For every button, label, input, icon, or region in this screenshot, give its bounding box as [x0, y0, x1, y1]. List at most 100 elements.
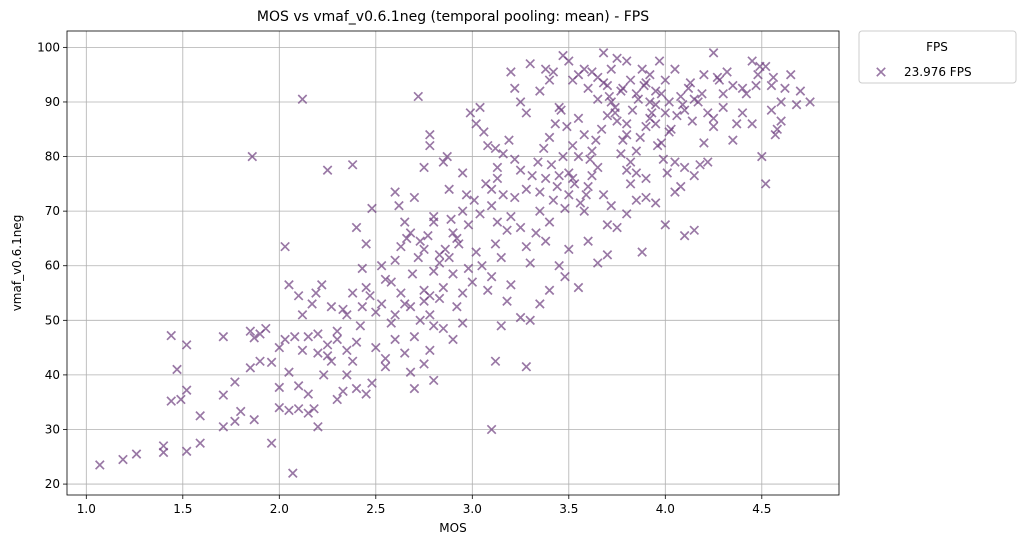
data-point [606, 97, 617, 107]
y-axis-label: vmaf_v0.6.1neg [10, 215, 24, 312]
data-point [631, 88, 642, 99]
data-point [631, 146, 642, 156]
data-points [95, 48, 815, 478]
data-point [396, 241, 406, 252]
data-point [394, 200, 404, 211]
data-point [756, 151, 767, 162]
data-point [322, 340, 333, 350]
data-point [627, 105, 638, 115]
y-axis-ticks: 20 30 40 50 60 70 80 90 100 [37, 40, 67, 491]
data-point [602, 219, 613, 230]
data-point [477, 260, 487, 271]
data-point [492, 162, 503, 173]
data-point [579, 64, 590, 75]
data-point [697, 88, 707, 99]
data-point [567, 140, 578, 151]
data-point [621, 165, 632, 176]
data-point [361, 239, 371, 249]
data-point [342, 345, 352, 356]
data-point [641, 121, 651, 132]
data-point [567, 173, 578, 184]
y-tick-label: 70 [45, 204, 60, 218]
data-point [702, 108, 713, 118]
data-point [463, 263, 474, 274]
data-point [560, 203, 570, 214]
data-point [498, 149, 508, 159]
data-point [311, 288, 321, 298]
data-point [540, 173, 551, 184]
data-point [610, 102, 620, 113]
data-point [274, 342, 285, 353]
data-point [533, 157, 543, 167]
data-point [303, 389, 314, 399]
data-point [592, 258, 603, 268]
data-point [490, 143, 501, 154]
data-point [440, 244, 451, 255]
data-point [482, 140, 493, 151]
data-point [772, 124, 783, 135]
data-point [641, 192, 651, 203]
data-point [535, 206, 545, 216]
data-point [438, 157, 449, 167]
data-point [307, 299, 317, 309]
data-point [452, 301, 462, 312]
data-point [274, 382, 285, 393]
data-point [390, 187, 400, 197]
data-point [351, 337, 362, 347]
x-axis-ticks: 1.0 1.5 2.0 2.5 3.0 3.5 4.0 4.5 [77, 495, 771, 516]
data-point [625, 179, 636, 189]
data-point [332, 334, 343, 345]
data-point [390, 334, 400, 345]
data-point [525, 258, 536, 268]
legend: FPS 23.976 FPS [858, 30, 1017, 84]
data-point [515, 312, 526, 323]
data-point [560, 271, 570, 282]
data-point [342, 310, 352, 320]
data-point [309, 403, 319, 414]
data-point [479, 127, 489, 137]
data-point [419, 162, 429, 173]
data-point [428, 320, 439, 331]
data-point [751, 80, 761, 91]
data-point [181, 446, 192, 457]
data-point [650, 86, 661, 96]
data-point [457, 168, 468, 178]
data-point [621, 209, 632, 219]
data-point [785, 69, 796, 80]
data-point [604, 91, 615, 102]
data-point [425, 129, 435, 140]
data-point [616, 86, 626, 96]
data-point [525, 58, 536, 69]
data-point [670, 187, 680, 197]
x-tick-label: 3.0 [463, 502, 482, 516]
data-point [645, 97, 655, 107]
data-point [380, 274, 391, 285]
chart-title: MOS vs vmaf_v0.6.1neg (temporal pooling:… [257, 9, 649, 25]
data-point [247, 151, 258, 162]
data-point [650, 99, 661, 110]
data-point [318, 370, 329, 380]
data-point [506, 280, 516, 290]
data-point [230, 416, 240, 427]
data-point [766, 105, 777, 115]
data-point [367, 378, 377, 388]
y-tick-label: 40 [45, 368, 60, 382]
data-point [521, 241, 532, 252]
data-point [361, 282, 371, 293]
data-point [685, 78, 696, 88]
data-point [662, 168, 673, 178]
data-point [540, 64, 551, 75]
data-point [679, 230, 690, 241]
data-point [575, 198, 586, 208]
data-point [399, 348, 410, 358]
data-point [658, 154, 669, 165]
data-point [380, 361, 391, 372]
data-point [573, 282, 584, 293]
data-point [218, 331, 229, 342]
data-point [631, 195, 642, 206]
data-point [562, 121, 572, 132]
data-point [664, 97, 674, 107]
legend-marker-x-icon [876, 67, 886, 77]
data-point [425, 310, 435, 320]
data-point [486, 424, 497, 435]
